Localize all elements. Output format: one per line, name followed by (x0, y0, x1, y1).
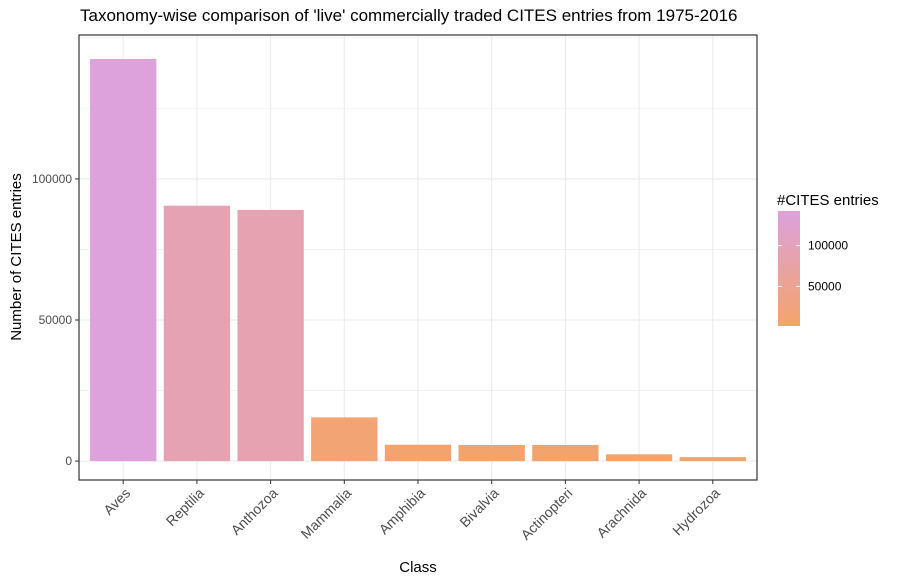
x-tick-label: Hydrozoa (669, 485, 723, 539)
legend-colorbar (778, 211, 800, 326)
bar-mammalia (311, 417, 378, 462)
bar-amphibia (384, 444, 452, 462)
chart-title: Taxonomy-wise comparison of 'live' comme… (80, 6, 738, 25)
legend-title: #CITES entries (777, 192, 879, 209)
color-legend: #CITES entries 100000 50000 (777, 192, 879, 326)
y-axis-title: Number of CITES entries (8, 173, 25, 341)
x-tick-label: Amphibia (376, 485, 429, 538)
legend-label: 50000 (808, 279, 842, 293)
bar-aves (90, 58, 157, 462)
bar-reptilia (163, 205, 231, 462)
x-tick-label: Bivalvia (456, 485, 502, 531)
bar-actinopteri (532, 445, 599, 462)
bars (90, 58, 746, 462)
bar-hydrozoa (679, 457, 746, 462)
bar-anthozoa (237, 209, 304, 462)
x-tick-label: Aves (100, 485, 133, 518)
x-tick-label: Reptilia (163, 485, 207, 529)
x-axis-title: Class (399, 559, 437, 576)
y-tick-label: 0 (65, 454, 72, 468)
legend-label: 100000 (808, 239, 848, 253)
y-tick-label: 50000 (39, 313, 73, 327)
x-tick-label: Arachnida (593, 485, 649, 541)
y-axis: 0 50000 100000 (32, 172, 79, 468)
x-tick-label: Mammalia (297, 485, 354, 542)
y-tick-label: 100000 (32, 172, 72, 186)
x-axis: Aves Reptilia Anthozoa Mammalia Amphibia Biva… (100, 480, 723, 543)
bar-bivalvia (458, 445, 525, 462)
x-tick-label: Actinopteri (517, 485, 575, 543)
bar-arachnida (605, 454, 673, 462)
x-tick-label: Anthozoa (228, 485, 281, 538)
